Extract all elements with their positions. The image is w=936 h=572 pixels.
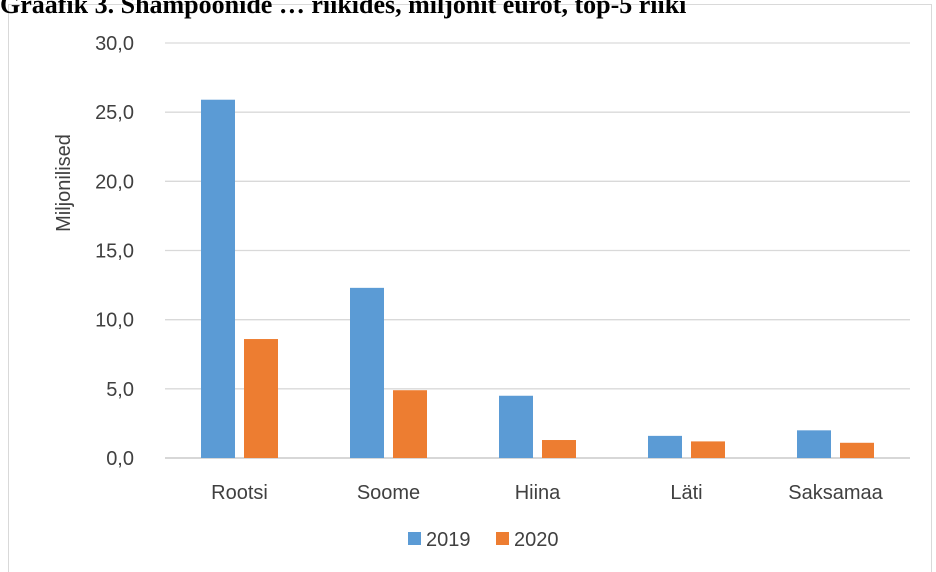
bars [201, 99, 874, 458]
y-tick-label: 5,0 [106, 379, 134, 401]
bar-2019-hiina [499, 395, 533, 458]
gridlines [165, 42, 910, 459]
chart-frame [8, 4, 932, 572]
x-tick-label: Hiina [515, 482, 561, 504]
y-tick-label: 25,0 [95, 102, 134, 124]
bar-2019-soome [350, 287, 384, 458]
bar-2019-rootsi [201, 99, 235, 458]
chart-caption: Graafik 3. Shampoonide … riikides, miljo… [0, 0, 687, 19]
y-tick-label: 20,0 [95, 171, 134, 193]
x-tick-label: Saksamaa [788, 482, 883, 504]
legend-swatch-2019 [408, 532, 421, 545]
y-tick-label: 0,0 [106, 448, 134, 470]
y-tick-label: 10,0 [95, 310, 134, 332]
bar-2019-läti [648, 435, 682, 458]
x-tick-label: Läti [670, 482, 702, 504]
y-axis-ticks: 0,0 5,0 10,0 15,0 20,0 25,0 30,0 [95, 33, 134, 470]
y-axis-label: Miljonilised [53, 134, 75, 232]
x-tick-label: Rootsi [211, 482, 268, 504]
x-tick-label: Soome [357, 482, 420, 504]
bar-2020-läti [691, 441, 725, 458]
bar-2020-soome [393, 390, 427, 458]
x-axis-labels: Rootsi Soome Hiina Läti Saksamaa [211, 482, 883, 504]
y-tick-label: 30,0 [95, 33, 134, 55]
bar-2020-saksamaa [840, 442, 874, 458]
legend-label-2019: 2019 [426, 529, 471, 551]
bar-2020-rootsi [244, 339, 278, 458]
legend-swatch-2020 [496, 532, 509, 545]
bar-2019-saksamaa [797, 430, 831, 458]
legend: 2019 2020 [408, 529, 559, 551]
y-tick-label: 15,0 [95, 241, 134, 263]
bar-2020-hiina [542, 440, 576, 458]
legend-label-2020: 2020 [514, 529, 559, 551]
